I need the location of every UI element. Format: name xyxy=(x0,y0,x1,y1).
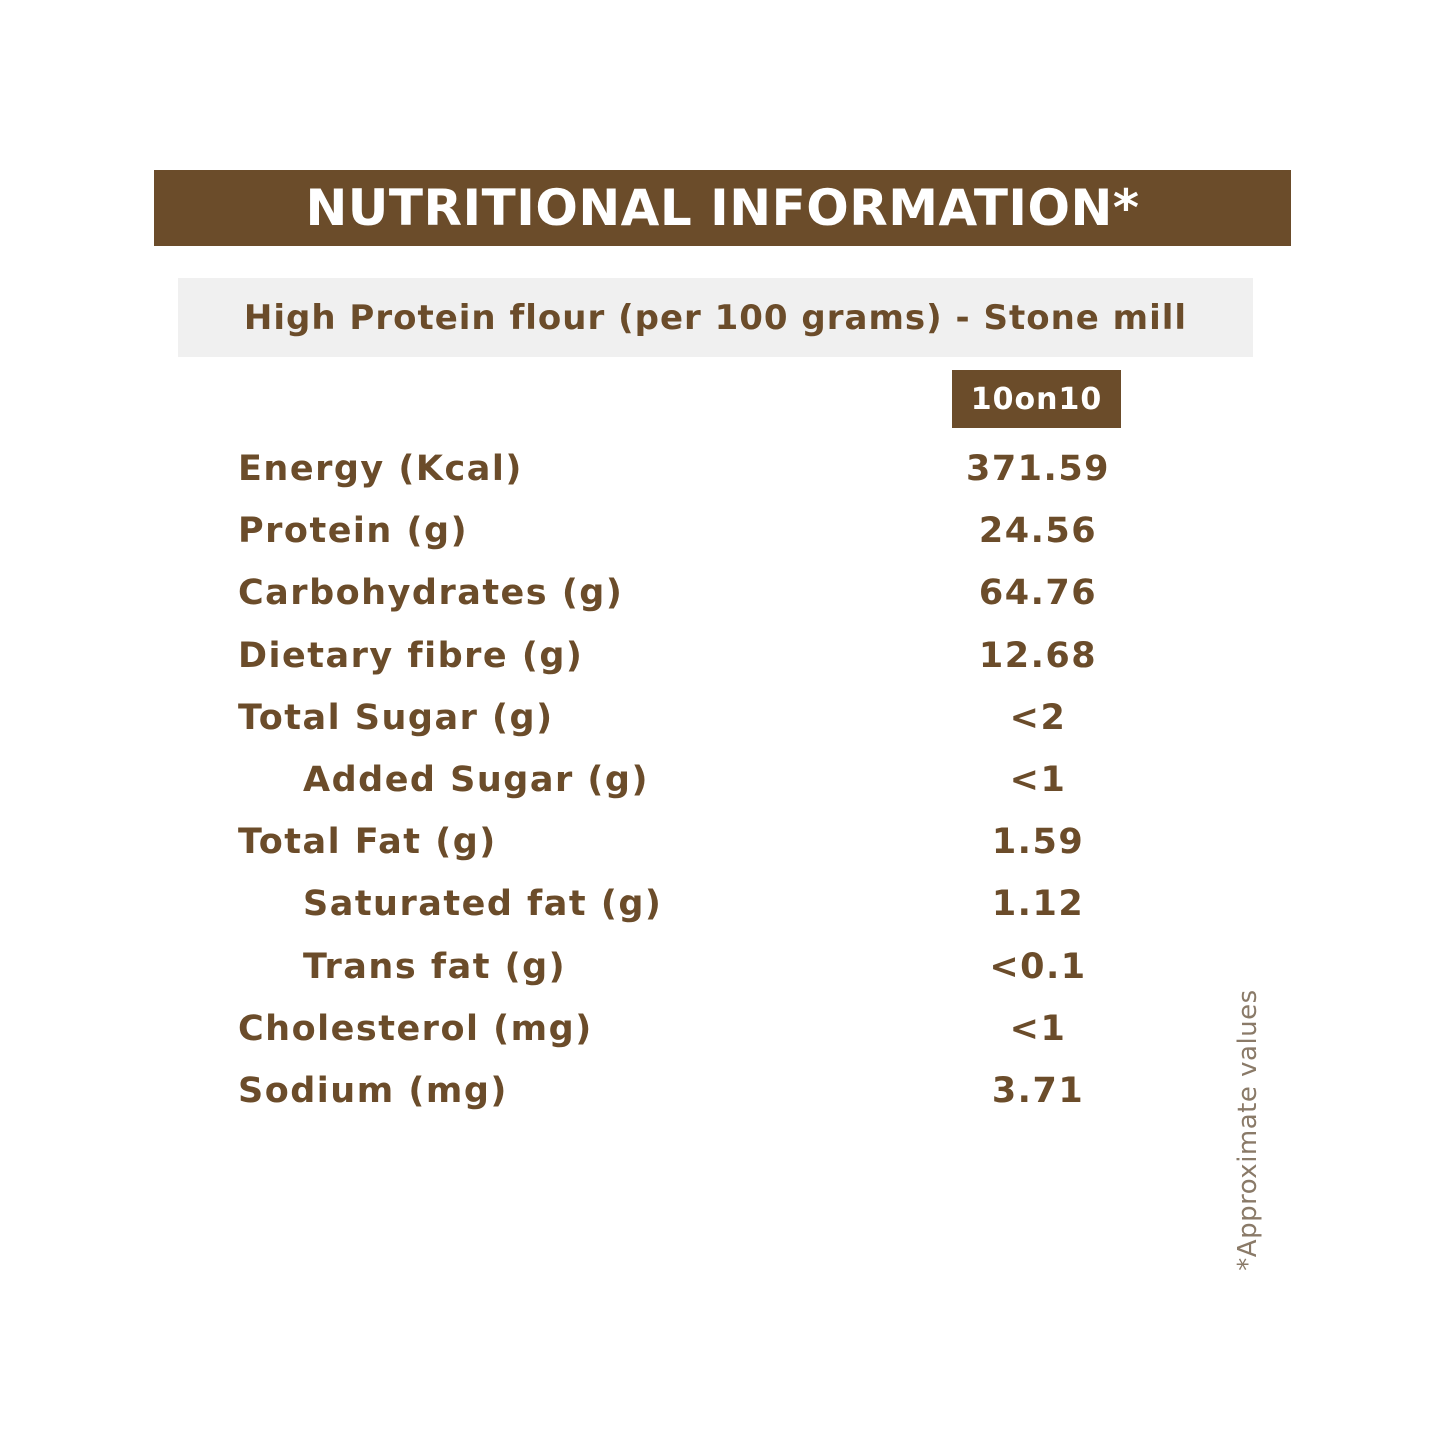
nutrient-value: 1.59 xyxy=(991,822,1085,863)
nutrient-value: <1 xyxy=(1009,1008,1067,1049)
page-title: NUTRITIONAL INFORMATION* xyxy=(305,179,1140,237)
nutrient-label: Sodium (mg) xyxy=(238,1070,508,1111)
nutrient-value: <2 xyxy=(1009,697,1067,738)
table-row: Energy (Kcal) 371.59 xyxy=(238,438,1138,500)
table-row: Total Sugar (g) <2 xyxy=(238,687,1138,749)
nutrient-value: 64.76 xyxy=(978,573,1098,614)
nutrient-value: <0.1 xyxy=(989,946,1087,987)
nutrient-label: Energy (Kcal) xyxy=(238,449,523,490)
table-row: Sodium (mg) 3.71 xyxy=(238,1060,1138,1122)
nutrient-value: 24.56 xyxy=(978,511,1098,552)
nutrient-label: Protein (g) xyxy=(238,511,469,552)
nutrient-label: Total Sugar (g) xyxy=(238,697,554,738)
subtitle-banner: High Protein flour (per 100 grams) - Sto… xyxy=(178,278,1253,357)
nutrient-label: Carbohydrates (g) xyxy=(238,573,624,614)
title-banner: NUTRITIONAL INFORMATION* xyxy=(154,170,1291,246)
nutrient-value: 371.59 xyxy=(965,449,1111,490)
table-row-indented: Added Sugar (g) <1 xyxy=(238,749,1138,811)
nutrient-value: 12.68 xyxy=(978,635,1098,676)
nutrient-label: Added Sugar (g) xyxy=(303,760,649,801)
nutrient-label: Dietary fibre (g) xyxy=(238,635,584,676)
table-row: Total Fat (g) 1.59 xyxy=(238,811,1138,873)
nutrient-label: Saturated fat (g) xyxy=(303,884,663,925)
table-row: Dietary fibre (g) 12.68 xyxy=(238,625,1138,687)
nutrient-value: 1.12 xyxy=(991,884,1085,925)
brand-column-header: 10on10 xyxy=(952,370,1121,428)
approximate-values-footnote: *Approximate values xyxy=(1233,989,1263,1271)
table-row: Carbohydrates (g) 64.76 xyxy=(238,562,1138,624)
table-row-indented: Trans fat (g) <0.1 xyxy=(238,936,1138,998)
nutrient-label: Trans fat (g) xyxy=(303,946,567,987)
table-row-indented: Saturated fat (g) 1.12 xyxy=(238,873,1138,935)
nutrient-label: Cholesterol (mg) xyxy=(238,1008,593,1049)
nutrition-table: Energy (Kcal) 371.59 Protein (g) 24.56 C… xyxy=(238,438,1138,1122)
table-row: Cholesterol (mg) <1 xyxy=(238,998,1138,1060)
table-row: Protein (g) 24.56 xyxy=(238,500,1138,562)
nutrient-value: 3.71 xyxy=(991,1070,1085,1111)
nutrient-value: <1 xyxy=(1009,760,1067,801)
nutrient-label: Total Fat (g) xyxy=(238,822,497,863)
product-subtitle: High Protein flour (per 100 grams) - Sto… xyxy=(243,297,1188,338)
